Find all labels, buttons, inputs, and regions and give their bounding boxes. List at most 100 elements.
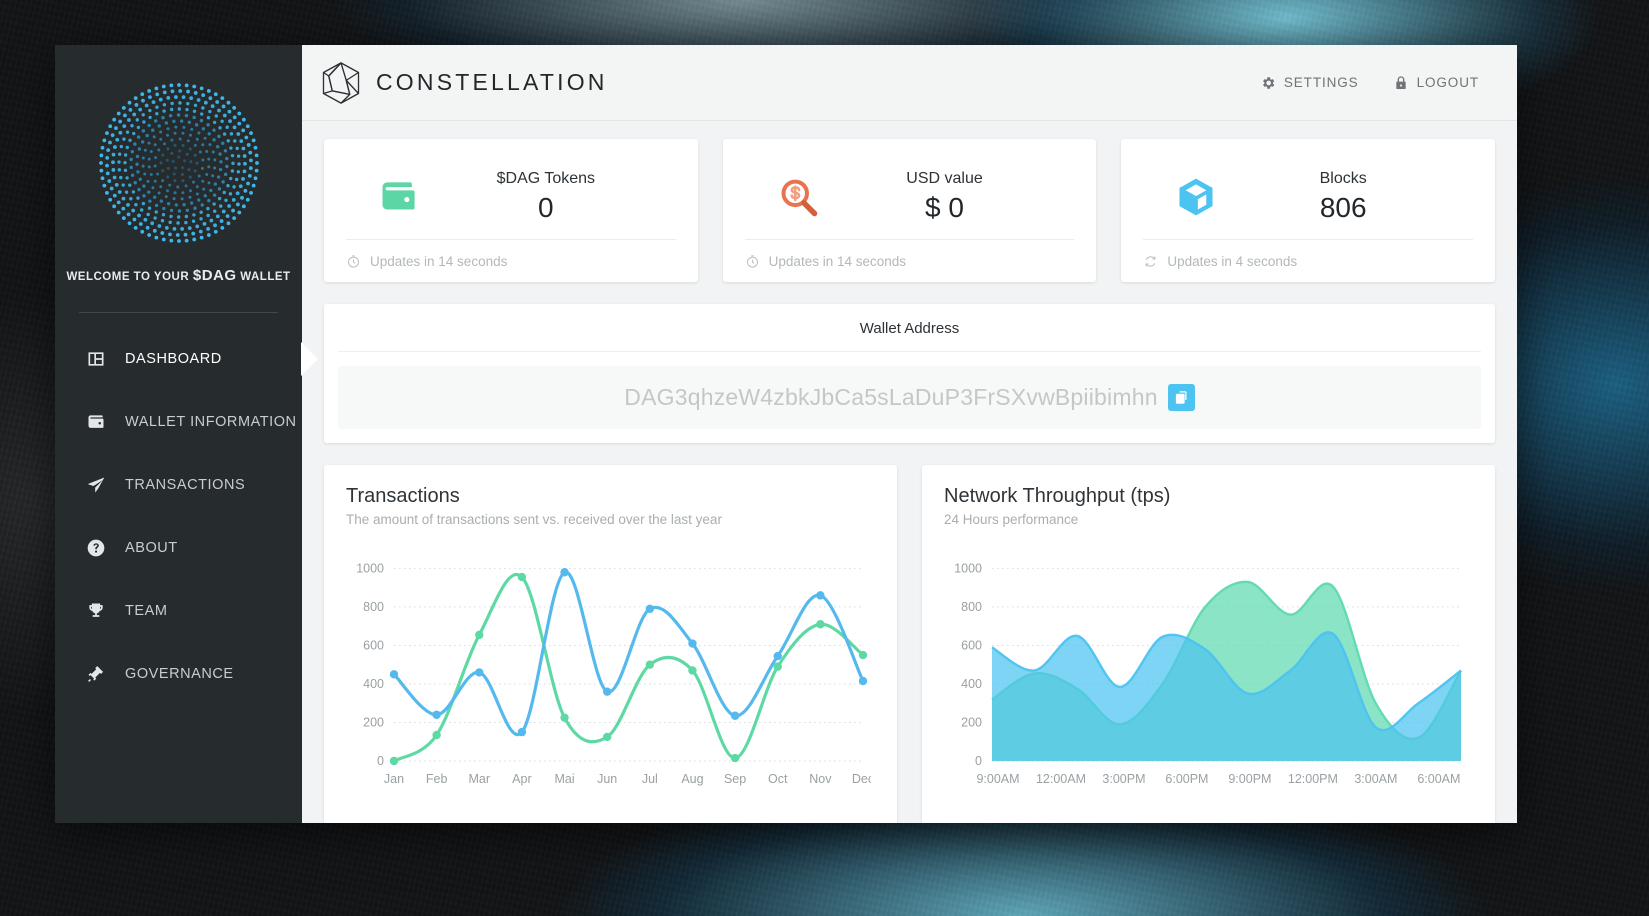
chart-subtitle: The amount of transactions sent vs. rece… [346, 512, 722, 527]
svg-text:600: 600 [363, 638, 384, 652]
svg-text:Jun: Jun [597, 772, 617, 786]
logout-button[interactable]: LOGOUT [1393, 75, 1479, 91]
sidebar-item-label: DASHBOARD [125, 350, 222, 367]
svg-text:Jul: Jul [642, 772, 658, 786]
svg-text:Nov: Nov [809, 772, 832, 786]
constellation-aperture-logo-icon [322, 61, 360, 104]
sidebar-item-transactions[interactable]: TRANSACTIONS [55, 453, 302, 516]
chart-title: Transactions [346, 485, 460, 507]
chart-title: Network Throughput (tps) [944, 485, 1171, 507]
stat-card-footer: Updates in 14 seconds [744, 239, 1075, 282]
stat-cards: $DAG Tokens 0 Updates in 14 seconds [324, 139, 1496, 282]
network-throughput-area-chart[interactable]: 0 200 400 600 800 1000 9:00AM 12:00AM 3:00PM 6:00… [944, 543, 1473, 793]
dashboard-content: $DAG Tokens 0 Updates in 14 seconds [302, 121, 1517, 823]
svg-text:Dec: Dec [852, 772, 871, 786]
sidebar: WELCOME TO YOUR $DAG WALLET DASHBOARD WA… [55, 45, 302, 823]
welcome-prefix: WELCOME TO YOUR [66, 271, 190, 283]
svg-text:9:00PM: 9:00PM [1228, 772, 1271, 786]
sidebar-item-dashboard[interactable]: DASHBOARD [55, 327, 302, 390]
svg-text:Oct: Oct [768, 772, 788, 786]
svg-text:400: 400 [961, 677, 982, 691]
logout-label: LOGOUT [1416, 75, 1479, 90]
svg-text:1000: 1000 [954, 561, 982, 575]
stat-card-footer-text: Updates in 4 seconds [1167, 253, 1298, 269]
stat-card-label: USD value [906, 170, 983, 187]
wallet-app-window: WELCOME TO YOUR $DAG WALLET DASHBOARD WA… [55, 45, 1517, 823]
brand: CONSTELLATION [320, 61, 608, 105]
svg-text:6:00PM: 6:00PM [1165, 772, 1208, 786]
chart-subtitle: 24 Hours performance [944, 512, 1079, 527]
stat-card-footer: Updates in 4 seconds [1143, 239, 1474, 282]
svg-text:12:00PM: 12:00PM [1288, 772, 1338, 786]
svg-text:3:00PM: 3:00PM [1102, 772, 1145, 786]
svg-text:Sep: Sep [724, 772, 746, 786]
sidebar-item-label: WALLET INFORMATION [125, 413, 297, 430]
stat-card-usd-value: USD value $ 0 Updates in 14 seconds [722, 139, 1097, 282]
welcome-suffix: WALLET [240, 271, 291, 283]
svg-text:0: 0 [377, 754, 384, 768]
cube-icon [1165, 175, 1227, 219]
clock-icon [348, 254, 359, 268]
settings-button[interactable]: SETTINGS [1260, 75, 1359, 91]
sidebar-item-wallet-information[interactable]: WALLET INFORMATION [55, 390, 302, 453]
svg-text:0: 0 [975, 754, 982, 768]
svg-text:Mai: Mai [554, 772, 574, 786]
welcome-text: WELCOME TO YOUR $DAG WALLET [55, 267, 302, 284]
stat-card-dag-tokens: $DAG Tokens 0 Updates in 14 seconds [324, 139, 698, 282]
stat-card-label: Blocks [1319, 170, 1367, 187]
wallet-address-card: Wallet Address DAG3qhzeW4zbkJbCa5sLaDuP3… [324, 304, 1495, 443]
topbar: CONSTELLATION SETTINGS LOGOUT [302, 45, 1517, 121]
wallet-icon [85, 411, 107, 433]
refresh-icon [1145, 255, 1156, 267]
sidebar-logo [55, 81, 302, 245]
svg-text:800: 800 [363, 600, 384, 614]
paper-plane-icon [85, 474, 107, 496]
stat-card-blocks: Blocks 806 Updates in 4 seconds [1121, 139, 1496, 282]
svg-text:Aug: Aug [681, 772, 703, 786]
copy-address-button[interactable] [1167, 384, 1195, 411]
svg-text:Jan: Jan [384, 772, 404, 786]
dashboard-icon [85, 348, 107, 370]
lock-icon [1395, 75, 1406, 89]
topbar-actions: SETTINGS LOGOUT [1260, 75, 1479, 91]
svg-text:Mar: Mar [469, 772, 491, 786]
gavel-icon [85, 663, 107, 685]
charts-row: Transactions The amount of transactions … [324, 465, 1495, 823]
sidebar-item-label: ABOUT [125, 539, 178, 556]
clock-icon [746, 254, 758, 268]
wallet-address-title: Wallet Address [338, 320, 1481, 352]
stat-card-value: 0 [538, 192, 554, 223]
stat-card-value: 806 [1319, 192, 1367, 223]
svg-text:200: 200 [961, 715, 982, 729]
svg-text:1000: 1000 [356, 561, 384, 575]
sidebar-item-label: TEAM [125, 602, 168, 619]
transactions-line-chart[interactable]: 0 200 400 600 800 1000 Jan Feb Mar Apr Mai Jun Jul Au… [346, 543, 875, 793]
svg-text:12:00AM: 12:00AM [1036, 772, 1086, 786]
main-area: CONSTELLATION SETTINGS LOGOUT [302, 45, 1517, 823]
sidebar-item-team[interactable]: TEAM [55, 579, 302, 642]
settings-label: SETTINGS [1283, 75, 1359, 90]
stat-card-footer-text: Updates in 14 seconds [370, 253, 508, 269]
svg-text:3:00AM: 3:00AM [1354, 772, 1397, 786]
transactions-chart-card: Transactions The amount of transactions … [324, 465, 897, 823]
sidebar-divider [79, 312, 278, 313]
svg-text:800: 800 [961, 600, 982, 614]
brand-name: CONSTELLATION [376, 69, 608, 95]
sidebar-item-label: GOVERNANCE [125, 665, 234, 682]
stat-card-label: $DAG Tokens [496, 170, 596, 187]
svg-text:Apr: Apr [512, 772, 531, 786]
dag-constellation-dots-logo [98, 83, 259, 243]
dollar-search-icon [767, 175, 829, 219]
svg-text:Feb: Feb [426, 772, 448, 786]
wallet-icon [368, 175, 430, 219]
gear-icon [1262, 76, 1275, 89]
svg-text:400: 400 [363, 677, 384, 691]
sidebar-item-governance[interactable]: GOVERNANCE [55, 642, 302, 705]
stat-card-footer-text: Updates in 14 seconds [768, 253, 907, 269]
svg-text:6:00AM: 6:00AM [1417, 772, 1460, 786]
wallet-address-value: DAG3qhzeW4zbkJbCa5sLaDuP3FrSXvwBpiibimhn [624, 384, 1158, 410]
copy-icon [1175, 391, 1187, 404]
sidebar-item-about[interactable]: ABOUT [55, 516, 302, 579]
welcome-token: $DAG [192, 267, 237, 284]
wallet-address-box: DAG3qhzeW4zbkJbCa5sLaDuP3FrSXvwBpiibimhn [338, 366, 1481, 429]
